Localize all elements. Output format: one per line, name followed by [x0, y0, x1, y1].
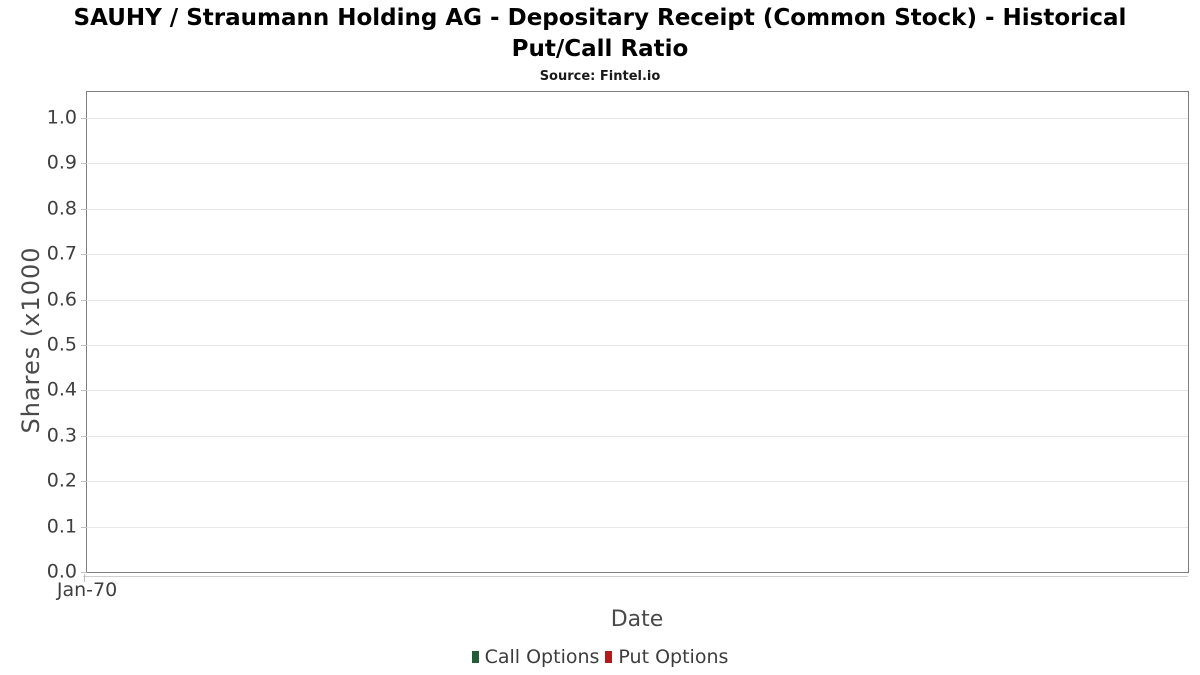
legend: Call Options Put Options [0, 646, 1200, 668]
chart-title-line2: Put/Call Ratio [511, 36, 689, 62]
y-tick-mark [81, 390, 87, 392]
put-options-swatch-icon [605, 651, 613, 663]
y-tick-mark [81, 572, 87, 573]
y-tick-mark [81, 117, 87, 119]
gridline [87, 526, 1188, 528]
x-tick-mark [84, 574, 85, 582]
x-axis-line [83, 576, 1188, 577]
y-tick-mark [81, 526, 87, 528]
y-tick-label: 0.2 [46, 469, 77, 492]
gridline [87, 481, 1188, 483]
y-axis-title: Shares (x1000 [17, 246, 45, 434]
gridline [87, 390, 1188, 392]
y-tick-label: 0.8 [46, 197, 77, 220]
legend-label-put-options: Put Options [618, 646, 729, 668]
x-axis-title: Date [610, 607, 664, 632]
legend-item-put-options[interactable]: Put Options [605, 646, 728, 668]
call-options-swatch-icon [471, 651, 479, 663]
gridline [87, 299, 1188, 301]
y-tick-label: 0.3 [46, 424, 77, 447]
plot-area: 0.0 0.1 0.2 0.3 0.4 0.5 0.6 0.7 0.8 0.9 1.0 Jan-70 [47, 91, 1189, 601]
y-tick-label: 0.0 [46, 560, 77, 583]
y-tick-label: 0.9 [46, 151, 77, 174]
chart-title-line1: SAUHY / Straumann Holding AG - Depositar… [73, 5, 1127, 31]
y-tick-label: 0.7 [46, 242, 77, 265]
y-tick-label: 1.0 [46, 106, 77, 129]
gridline [87, 117, 1188, 119]
gridline [87, 208, 1188, 210]
y-tick-label: 0.1 [46, 515, 77, 538]
y-tick-mark [81, 299, 87, 301]
gridline [87, 254, 1188, 256]
gridline [87, 344, 1188, 346]
legend-item-call-options[interactable]: Call Options [471, 646, 600, 668]
y-tick-mark [81, 481, 87, 483]
y-tick-mark [81, 208, 87, 210]
chart-source: Source: Fintel.io [539, 69, 661, 84]
y-tick-label: 0.5 [46, 333, 77, 356]
gridline [87, 435, 1188, 437]
x-tick-label: Jan-70 [56, 579, 118, 601]
y-tick-mark [81, 344, 87, 346]
gridline [87, 163, 1188, 165]
y-tick-label: 0.4 [46, 378, 77, 401]
y-tick-label: 0.6 [46, 288, 77, 311]
y-tick-mark [81, 435, 87, 437]
y-tick-mark [81, 163, 87, 165]
y-tick-mark [81, 254, 87, 256]
legend-label-call-options: Call Options [484, 646, 600, 668]
chart-title: SAUHY / Straumann Holding AG - Depositar… [0, 3, 1200, 65]
